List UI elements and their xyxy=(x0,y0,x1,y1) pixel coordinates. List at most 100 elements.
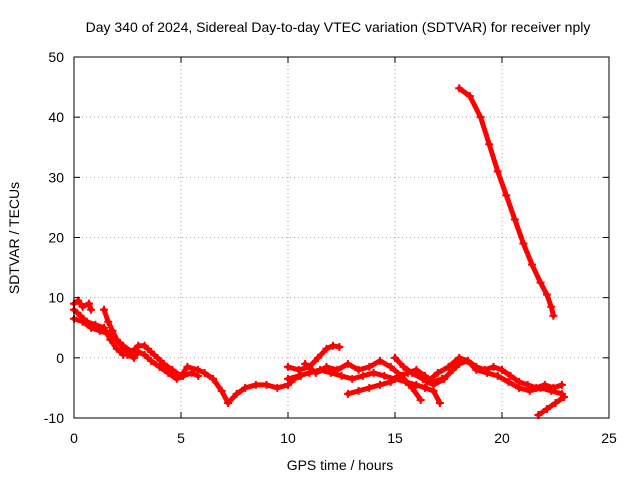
data-point xyxy=(510,215,519,224)
data-point xyxy=(241,383,250,392)
data-point xyxy=(87,305,96,314)
data-point xyxy=(343,389,352,398)
y-tick-label: 20 xyxy=(48,230,64,246)
data-point xyxy=(155,362,164,371)
x-tick-label: 5 xyxy=(177,430,185,446)
data-point xyxy=(284,374,292,383)
data-point xyxy=(493,167,502,176)
y-tick-label: 0 xyxy=(56,350,64,366)
data-point xyxy=(127,347,136,356)
data-point xyxy=(493,371,502,380)
data-point xyxy=(337,371,346,380)
data-point xyxy=(200,368,209,377)
y-tick-label: 30 xyxy=(48,169,64,185)
data-point xyxy=(112,335,121,344)
data-point xyxy=(527,260,536,269)
data-point xyxy=(348,374,357,383)
data-point xyxy=(343,359,352,368)
data-point xyxy=(502,191,511,200)
data-point xyxy=(284,362,292,371)
data-point xyxy=(433,368,442,377)
x-tick-label: 15 xyxy=(387,430,403,446)
data-point xyxy=(232,389,241,398)
x-tick-label: 20 xyxy=(494,430,510,446)
data-point xyxy=(104,317,113,326)
data-point xyxy=(448,365,457,374)
data-point xyxy=(224,398,233,407)
data-point xyxy=(209,374,218,383)
y-tick-label: 10 xyxy=(48,290,64,306)
data-point xyxy=(369,368,378,377)
data-point xyxy=(423,377,432,386)
data-point xyxy=(444,362,453,371)
grid-layer xyxy=(74,57,609,418)
data-point xyxy=(455,353,464,362)
data-point xyxy=(376,380,385,389)
data-point xyxy=(498,365,506,374)
data-point xyxy=(217,386,226,395)
y-tick-label: -10 xyxy=(44,410,64,426)
data-point xyxy=(168,365,177,374)
data-point xyxy=(328,341,337,350)
data-point xyxy=(82,317,91,326)
data-point xyxy=(455,84,464,93)
data-point xyxy=(354,386,363,395)
data-point xyxy=(365,383,374,392)
data-point xyxy=(294,371,303,380)
data-point xyxy=(164,368,173,377)
data-point xyxy=(153,353,162,362)
data-point xyxy=(523,380,532,389)
data-point xyxy=(78,302,87,311)
x-tick-label: 25 xyxy=(601,430,617,446)
x-tick-label: 10 xyxy=(280,430,296,446)
data-point xyxy=(547,386,556,395)
data-point xyxy=(557,380,566,389)
data-point xyxy=(476,113,485,122)
data-point xyxy=(483,368,492,377)
data-point xyxy=(251,380,260,389)
data-point xyxy=(301,359,310,368)
data-point xyxy=(506,371,515,380)
data-point xyxy=(418,374,427,383)
data-point xyxy=(395,371,404,380)
data-point xyxy=(376,356,385,365)
data-point xyxy=(399,362,408,371)
data-point xyxy=(147,356,156,365)
data-point xyxy=(333,365,342,374)
y-tick-label: 50 xyxy=(48,49,64,65)
data-point xyxy=(147,347,156,356)
data-point xyxy=(172,374,181,383)
y-tick-label: 40 xyxy=(48,109,64,125)
data-point xyxy=(416,395,425,404)
data-point xyxy=(119,350,128,359)
data-point xyxy=(140,341,149,350)
data-point xyxy=(408,368,417,377)
data-point xyxy=(463,356,472,365)
data-point xyxy=(140,350,149,359)
data-point xyxy=(358,371,367,380)
data-point xyxy=(408,383,417,392)
data-point xyxy=(542,404,551,413)
data-point xyxy=(504,377,513,386)
data-point xyxy=(335,343,344,352)
data-point xyxy=(159,359,168,368)
data-point xyxy=(313,353,322,362)
data-point xyxy=(365,362,374,371)
data-point xyxy=(262,380,271,389)
data-point xyxy=(354,365,363,374)
data-point xyxy=(560,392,569,401)
tick-layer: 0 5 10 15 20 25 -10 0 10 20 30 40 50 xyxy=(44,49,617,446)
data-point xyxy=(485,140,494,149)
data-point xyxy=(465,92,474,101)
data-point xyxy=(322,344,331,353)
series-track-g xyxy=(302,358,424,403)
data-point xyxy=(76,311,85,320)
data-point xyxy=(547,302,556,311)
data-point xyxy=(542,290,551,299)
data-point xyxy=(183,362,192,371)
data-point xyxy=(177,371,185,380)
series-layer xyxy=(70,84,569,419)
data-point xyxy=(551,398,560,407)
data-point xyxy=(536,278,545,287)
